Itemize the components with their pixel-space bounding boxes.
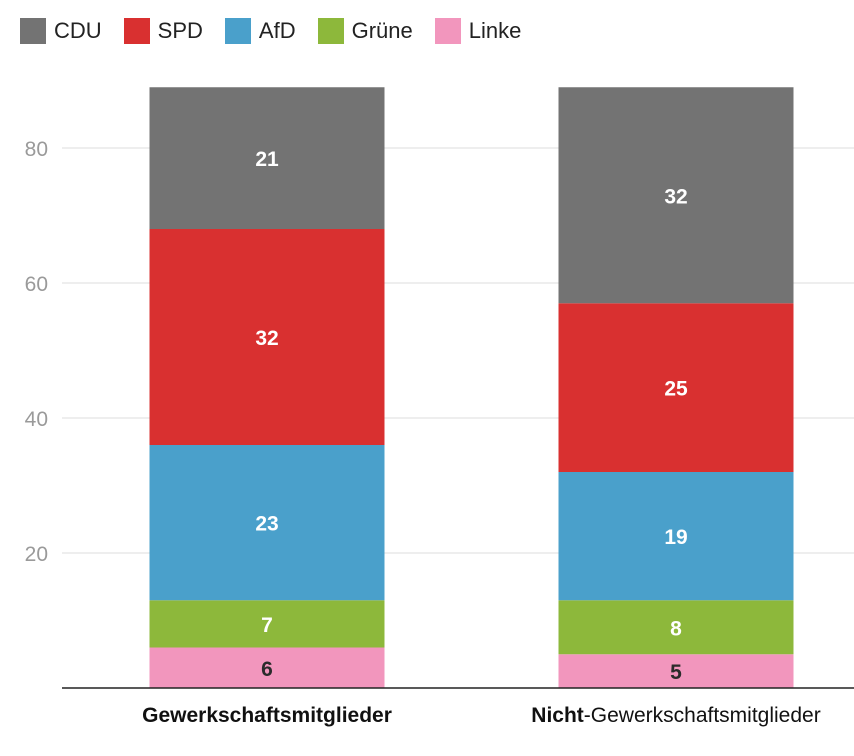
bar-afd-1 (558, 472, 794, 601)
bar-grne-0 (149, 600, 385, 648)
legend-swatch (317, 18, 344, 44)
category-label-1-bold: Nicht (531, 704, 584, 727)
data-label-grne-1: 8 (670, 617, 682, 640)
legend-label: Grüne (351, 18, 413, 43)
legend-label: CDU (54, 18, 102, 43)
bar-cdu-1 (558, 87, 794, 304)
legend: CDU SPD AfD Grüne Linke (20, 18, 521, 44)
category-label-0: Gewerkschaftsmitglieder (142, 704, 392, 728)
bar-linke-1 (558, 654, 794, 688)
data-label-linke-1: 5 (670, 661, 682, 684)
category-label-0-bold: Gewerkschaftsmitglieder (142, 704, 392, 727)
legend-swatch (224, 18, 251, 44)
data-label-grne-0: 7 (261, 614, 273, 637)
data-label-cdu-0: 21 (255, 148, 279, 171)
legend-item-grne: Grüne (317, 18, 413, 44)
y-tick-label-40: 40 (25, 408, 48, 431)
legend-item-spd: SPD (123, 18, 203, 44)
y-tick-label-80: 80 (25, 138, 48, 161)
bar-grne-1 (558, 600, 794, 655)
bar-spd-1 (558, 303, 794, 472)
legend-label: SPD (157, 18, 203, 43)
category-label-1-rest: -Gewerkschaftsmitglieder (583, 704, 821, 727)
legend-swatch (434, 18, 461, 44)
legend-item-cdu: CDU (20, 18, 102, 44)
legend-swatch (20, 18, 46, 44)
legend-label: AfD (258, 18, 296, 43)
legend-label: Linke (468, 18, 522, 43)
y-tick-label-60: 60 (25, 273, 48, 296)
y-tick-label-20: 20 (25, 543, 48, 566)
bar-afd-0 (149, 445, 385, 601)
bar-spd-0 (149, 229, 385, 445)
data-label-afd-0: 23 (255, 513, 278, 536)
data-label-spd-0: 32 (255, 327, 278, 350)
data-label-afd-1: 19 (664, 526, 687, 549)
data-label-linke-0: 6 (261, 658, 273, 681)
bar-cdu-0 (149, 87, 385, 229)
legend-swatch (123, 18, 150, 44)
legend-item-linke: Linke (434, 18, 522, 44)
bar-linke-0 (149, 647, 385, 688)
data-label-cdu-1: 32 (664, 185, 687, 208)
category-label-1: Nicht-Gewerkschaftsmitglieder (531, 704, 820, 728)
legend-item-afd: AfD (224, 18, 296, 44)
data-label-spd-1: 25 (664, 378, 688, 401)
